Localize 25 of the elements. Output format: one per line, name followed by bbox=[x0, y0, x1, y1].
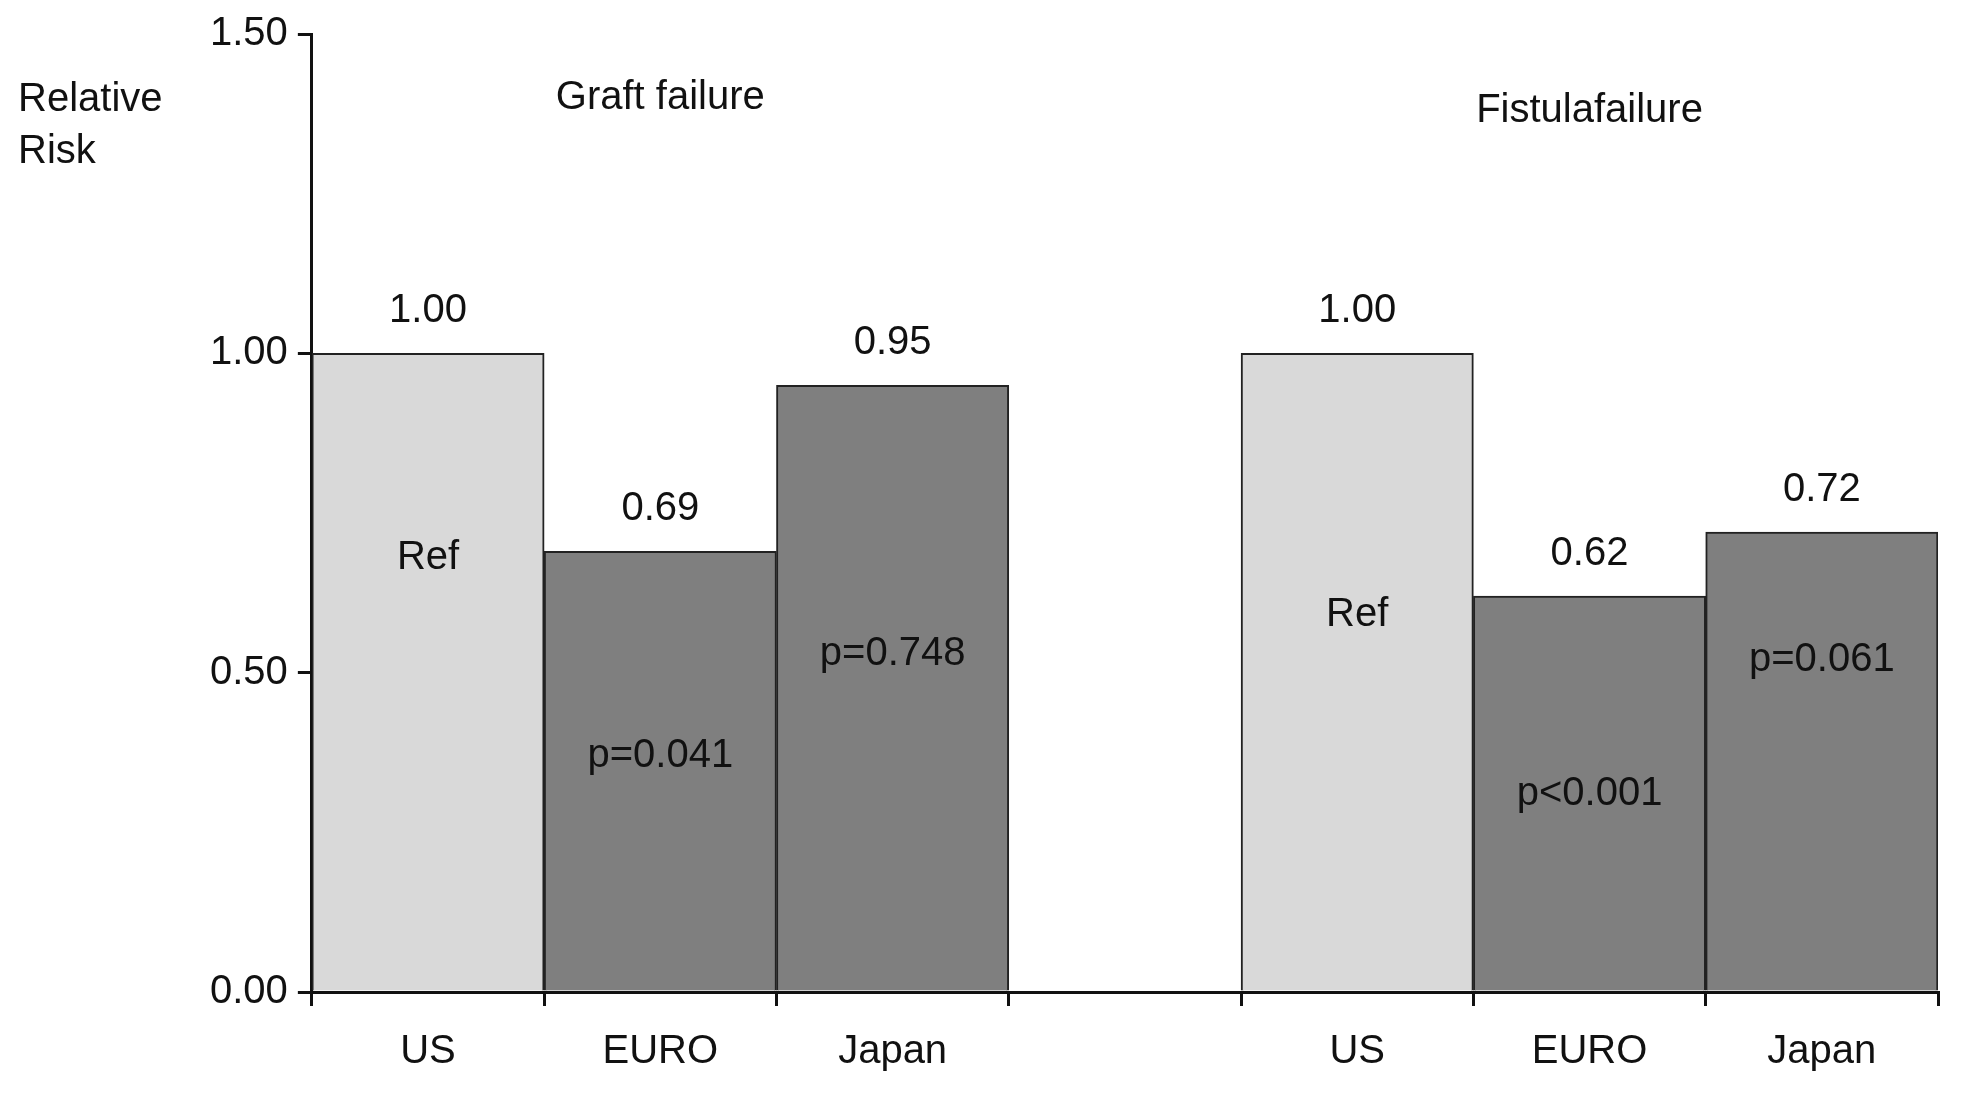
x-tick-label: EURO bbox=[1531, 1027, 1648, 1072]
annotation: p<0.001 bbox=[1516, 769, 1663, 814]
y-axis-title: Relative Risk bbox=[18, 75, 163, 172]
data-label: 0.72 bbox=[1782, 465, 1861, 510]
annotation: Fistulafailure bbox=[1476, 85, 1703, 130]
annotation: Ref bbox=[1326, 590, 1390, 635]
y-tick-label: 0.50 bbox=[209, 647, 288, 692]
y-tick-label: 1.50 bbox=[209, 9, 288, 54]
x-tick-label: US bbox=[1329, 1027, 1386, 1072]
x-tick-label: Japan bbox=[838, 1027, 948, 1072]
data-label: 1.00 bbox=[1318, 286, 1397, 331]
annotation: p=0.061 bbox=[1748, 634, 1895, 679]
data-label: 0.69 bbox=[621, 484, 700, 529]
x-tick-label: Japan bbox=[1767, 1027, 1877, 1072]
data-label: 0.62 bbox=[1550, 529, 1629, 574]
data-label: 0.95 bbox=[853, 318, 932, 363]
annotation: Graft failure bbox=[555, 72, 765, 117]
annotation: p=0.041 bbox=[587, 730, 734, 775]
annotation: p=0.748 bbox=[819, 628, 966, 673]
annotation: Ref bbox=[396, 532, 461, 577]
data-label: 1.00 bbox=[389, 286, 467, 331]
x-tick-label: EURO bbox=[602, 1027, 719, 1072]
y-tick-label: 1.00 bbox=[209, 328, 288, 373]
x-tick-label: US bbox=[400, 1027, 456, 1072]
y-tick-label: 0.00 bbox=[209, 967, 288, 1012]
